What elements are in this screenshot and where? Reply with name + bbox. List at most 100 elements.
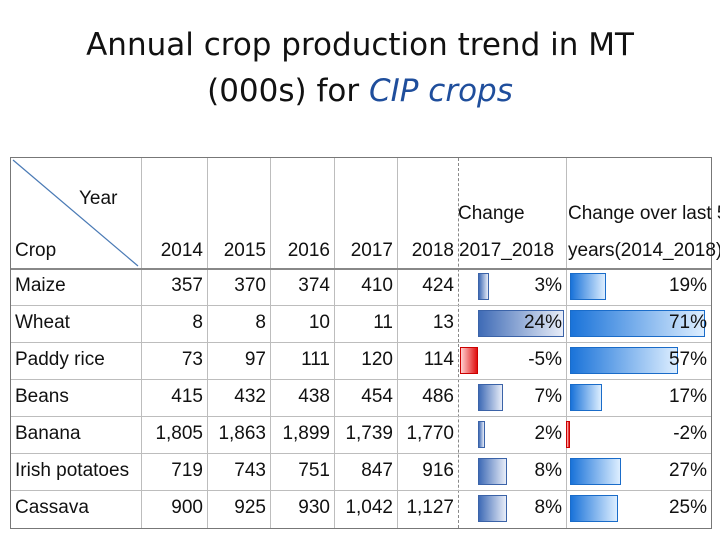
table-row: Beans 415 432 438 454 486 7% 17% xyxy=(11,379,711,416)
production-2018: 424 xyxy=(422,275,454,296)
production-2015: 743 xyxy=(234,460,266,481)
production-2014: 415 xyxy=(171,386,203,407)
production-2015: 925 xyxy=(234,497,266,518)
change-bar xyxy=(478,495,507,522)
production-2015: 370 xyxy=(234,275,266,296)
table-row: Maize 357 370 374 410 424 3% 19% xyxy=(11,268,711,305)
production-2016: 751 xyxy=(298,460,330,481)
production-2015: 8 xyxy=(255,312,266,333)
change-5yr-bar xyxy=(570,495,618,522)
production-2014: 357 xyxy=(171,275,203,296)
header-year-2017: 2017 xyxy=(350,240,393,261)
production-2016: 111 xyxy=(301,349,330,370)
production-2016: 930 xyxy=(298,497,330,518)
title-highlight: CIP crops xyxy=(368,73,513,109)
column-divider xyxy=(207,158,208,528)
change-5yr-bar xyxy=(570,458,621,485)
production-2016: 374 xyxy=(298,275,330,296)
row-divider xyxy=(11,490,711,491)
row-divider xyxy=(11,379,711,380)
table-row: Irish potatoes 719 743 751 847 916 8% 27% xyxy=(11,453,711,490)
production-2015: 1,863 xyxy=(218,423,266,444)
crop-name: Beans xyxy=(15,386,69,407)
crop-name: Irish potatoes xyxy=(15,460,130,481)
production-2014: 900 xyxy=(171,497,203,518)
production-2016: 10 xyxy=(308,312,330,333)
column-divider xyxy=(566,158,567,528)
header-change-period: 2017_2018 xyxy=(459,240,555,261)
column-divider xyxy=(458,158,459,528)
crop-name: Paddy rice xyxy=(15,349,105,370)
title-line-2-text: (000s) for xyxy=(207,73,369,109)
row-divider xyxy=(11,342,711,343)
change-5yr-bar xyxy=(570,384,602,411)
production-2015: 432 xyxy=(234,386,266,407)
crop-name: Cassava xyxy=(15,497,89,518)
table-row: Cassava 900 925 930 1,042 1,127 8% 25% xyxy=(11,490,711,527)
change-bar xyxy=(478,310,564,337)
change-5yr-value: 57% xyxy=(668,349,707,370)
change-value: 7% xyxy=(534,386,562,407)
header-year-2016: 2016 xyxy=(287,240,330,261)
production-2018: 486 xyxy=(422,386,454,407)
production-2017: 410 xyxy=(361,275,393,296)
production-2014: 73 xyxy=(181,349,203,370)
change-value: 3% xyxy=(534,275,562,296)
row-divider xyxy=(11,453,711,454)
change-5yr-value: 27% xyxy=(668,460,707,481)
column-divider xyxy=(334,158,335,528)
change-5yr-bar xyxy=(566,421,570,448)
production-2014: 8 xyxy=(192,312,203,333)
table-row: Banana 1,805 1,863 1,899 1,739 1,770 2% -2% xyxy=(11,416,711,453)
change-5yr-bar xyxy=(570,273,606,300)
crop-name: Banana xyxy=(15,423,81,444)
header-diagonal-line xyxy=(12,159,139,267)
change-value: 2% xyxy=(534,423,562,444)
change-5yr-value: 17% xyxy=(668,386,707,407)
table-row: Wheat 8 8 10 11 13 24% 71% xyxy=(11,305,711,342)
row-divider xyxy=(11,416,711,417)
change-5yr-value: 25% xyxy=(668,497,707,518)
production-2018: 114 xyxy=(423,349,454,370)
change-bar xyxy=(478,458,507,485)
change-value: 8% xyxy=(534,497,562,518)
production-2014: 719 xyxy=(171,460,203,481)
production-2016: 1,899 xyxy=(282,423,330,444)
column-divider xyxy=(397,158,398,528)
change-bar xyxy=(478,421,485,448)
production-2015: 97 xyxy=(244,349,266,370)
production-2014: 1,805 xyxy=(155,423,203,444)
crop-production-table: Year Crop Change 2017_2018 Change over l… xyxy=(10,157,720,529)
production-2017: 11 xyxy=(373,312,393,333)
column-divider xyxy=(270,158,271,528)
change-bar xyxy=(478,384,503,411)
production-2018: 1,127 xyxy=(406,497,454,518)
title-line-1: Annual crop production trend in MT xyxy=(86,27,634,63)
header-crop: Crop xyxy=(15,240,57,261)
header-year-2018: 2018 xyxy=(411,240,454,261)
change-5yr-value: 19% xyxy=(668,275,707,296)
header-change: Change xyxy=(458,203,525,224)
production-2017: 120 xyxy=(361,349,393,370)
production-2018: 13 xyxy=(432,312,454,333)
header-year-2014: 2014 xyxy=(160,240,203,261)
header-year-2015: 2015 xyxy=(223,240,266,261)
change-5yr-value: -2% xyxy=(673,423,707,444)
title-line-2: (000s) for CIP crops xyxy=(0,68,720,114)
change-bar xyxy=(478,273,489,300)
production-2017: 1,739 xyxy=(345,423,393,444)
production-2017: 847 xyxy=(361,460,393,481)
production-2018: 1,770 xyxy=(406,423,454,444)
header-year: Year xyxy=(79,188,118,209)
crop-name: Maize xyxy=(15,275,66,296)
row-divider xyxy=(11,268,711,270)
change-5yr-bar xyxy=(570,310,705,337)
row-divider xyxy=(11,305,711,306)
change-bar xyxy=(460,347,478,374)
column-divider xyxy=(141,158,142,528)
slide-title: Annual crop production trend in MT (000s… xyxy=(0,22,720,114)
header-change-5yr-period: years(2014_2018) xyxy=(568,240,720,261)
crop-name: Wheat xyxy=(15,312,70,333)
change-value: -5% xyxy=(528,349,562,370)
change-value: 8% xyxy=(534,460,562,481)
